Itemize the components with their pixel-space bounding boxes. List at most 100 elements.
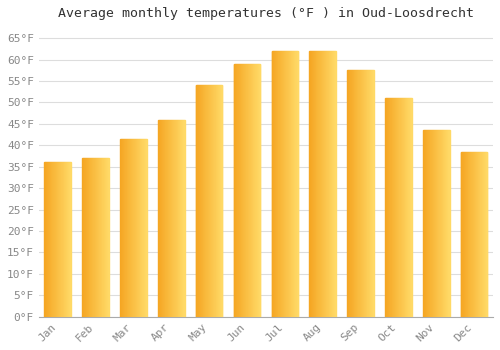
Title: Average monthly temperatures (°F ) in Oud-Loosdrecht: Average monthly temperatures (°F ) in Ou…	[58, 7, 474, 20]
Bar	[106, 158, 107, 317]
Bar	[205, 85, 206, 317]
Bar	[104, 158, 105, 317]
Bar	[369, 70, 370, 317]
Bar	[274, 51, 275, 317]
Bar	[53, 162, 54, 317]
Bar	[401, 98, 402, 317]
Bar	[406, 98, 407, 317]
Bar	[215, 85, 216, 317]
Bar	[94, 158, 95, 317]
Bar	[288, 51, 289, 317]
Bar	[174, 120, 175, 317]
Bar	[362, 70, 363, 317]
Bar	[442, 130, 443, 317]
Bar	[217, 85, 218, 317]
Bar	[85, 158, 86, 317]
Bar	[70, 162, 71, 317]
Bar	[472, 152, 473, 317]
Bar	[272, 51, 273, 317]
Bar	[372, 70, 373, 317]
Bar	[212, 85, 213, 317]
Bar	[245, 64, 246, 317]
Bar	[367, 70, 368, 317]
Bar	[257, 64, 258, 317]
Bar	[201, 85, 202, 317]
Bar	[90, 158, 91, 317]
Bar	[97, 158, 98, 317]
Bar	[243, 64, 244, 317]
Bar	[242, 64, 243, 317]
Bar	[83, 158, 84, 317]
Bar	[44, 162, 45, 317]
Bar	[196, 85, 197, 317]
Bar	[294, 51, 295, 317]
Bar	[480, 152, 481, 317]
Bar	[358, 70, 359, 317]
Bar	[387, 98, 388, 317]
Bar	[171, 120, 172, 317]
Bar	[108, 158, 109, 317]
Bar	[468, 152, 469, 317]
Bar	[180, 120, 181, 317]
Bar	[325, 51, 326, 317]
Bar	[66, 162, 68, 317]
Bar	[359, 70, 360, 317]
Bar	[179, 120, 180, 317]
Bar	[407, 98, 408, 317]
Bar	[256, 64, 257, 317]
Bar	[95, 158, 96, 317]
Bar	[134, 139, 135, 317]
Bar	[248, 64, 249, 317]
Bar	[61, 162, 62, 317]
Bar	[398, 98, 399, 317]
Bar	[289, 51, 290, 317]
Bar	[386, 98, 387, 317]
Bar	[279, 51, 280, 317]
Bar	[210, 85, 212, 317]
Bar	[238, 64, 239, 317]
Bar	[130, 139, 131, 317]
Bar	[352, 70, 353, 317]
Bar	[47, 162, 48, 317]
Bar	[334, 51, 335, 317]
Bar	[135, 139, 136, 317]
Bar	[133, 139, 134, 317]
Bar	[402, 98, 403, 317]
Bar	[351, 70, 352, 317]
Bar	[51, 162, 52, 317]
Bar	[356, 70, 357, 317]
Bar	[483, 152, 484, 317]
Bar	[475, 152, 476, 317]
Bar	[129, 139, 130, 317]
Bar	[161, 120, 162, 317]
Bar	[246, 64, 247, 317]
Bar	[255, 64, 256, 317]
Bar	[326, 51, 327, 317]
Bar	[448, 130, 449, 317]
Bar	[423, 130, 424, 317]
Bar	[286, 51, 287, 317]
Bar	[276, 51, 277, 317]
Bar	[100, 158, 101, 317]
Bar	[314, 51, 315, 317]
Bar	[447, 130, 448, 317]
Bar	[466, 152, 467, 317]
Bar	[206, 85, 207, 317]
Bar	[131, 139, 132, 317]
Bar	[128, 139, 129, 317]
Bar	[244, 64, 245, 317]
Bar	[213, 85, 214, 317]
Bar	[481, 152, 482, 317]
Bar	[435, 130, 436, 317]
Bar	[405, 98, 406, 317]
Bar	[63, 162, 64, 317]
Bar	[166, 120, 167, 317]
Bar	[197, 85, 198, 317]
Bar	[440, 130, 441, 317]
Bar	[59, 162, 60, 317]
Bar	[54, 162, 55, 317]
Bar	[291, 51, 292, 317]
Bar	[322, 51, 323, 317]
Bar	[431, 130, 432, 317]
Bar	[202, 85, 203, 317]
